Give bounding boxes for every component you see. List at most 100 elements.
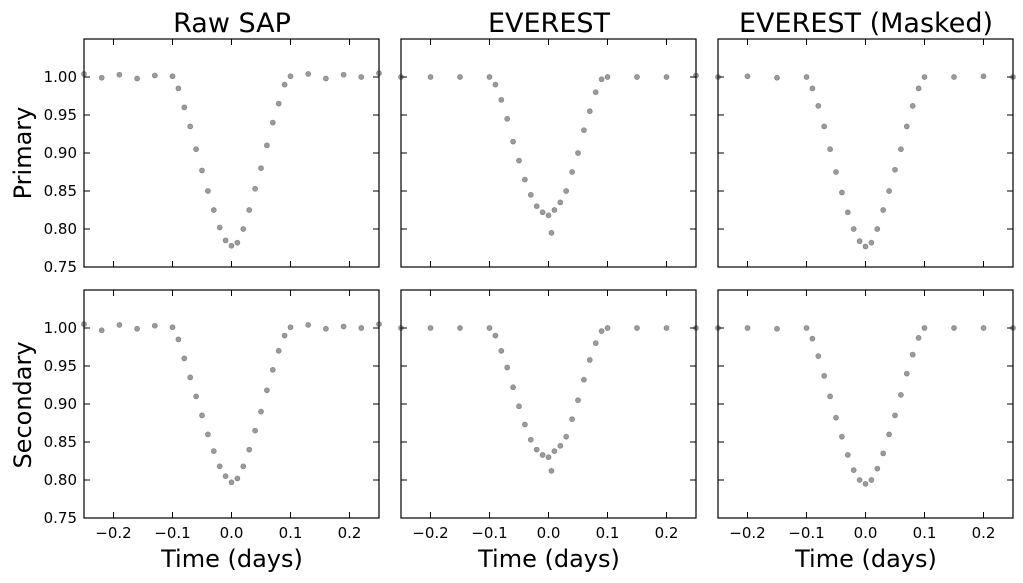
data-point <box>269 119 276 126</box>
data-point <box>340 323 347 330</box>
data-point <box>275 100 282 107</box>
x-tick-label: −0.1 <box>471 524 507 542</box>
data-point <box>744 325 751 331</box>
data-point <box>586 108 593 115</box>
data-point <box>457 325 463 331</box>
data-point <box>862 480 869 487</box>
data-point <box>744 73 751 80</box>
data-point <box>909 351 916 358</box>
data-point <box>598 76 605 83</box>
data-point <box>903 123 910 130</box>
data-point <box>827 146 833 153</box>
data-point <box>175 336 182 343</box>
x-tick-label: 0.0 <box>854 524 878 542</box>
data-point <box>376 70 382 77</box>
data-point <box>634 74 640 80</box>
data-point <box>204 188 211 194</box>
y-tick-label: 0.95 <box>44 106 77 124</box>
data-point <box>868 477 875 483</box>
data-point <box>839 189 845 196</box>
data-point <box>116 322 123 328</box>
y-tick-label: 0.90 <box>44 395 77 413</box>
y-tick-label: 0.95 <box>44 357 77 375</box>
data-point <box>844 209 851 216</box>
data-point <box>548 229 555 236</box>
data-point <box>134 75 140 82</box>
data-point <box>715 325 721 331</box>
row-label-secondary: Secondary <box>9 341 37 468</box>
data-point <box>234 475 241 482</box>
data-point <box>892 412 898 419</box>
data-point <box>980 73 987 80</box>
data-point <box>510 138 516 145</box>
panel-secondary-everest-masked: −0.2 −0.1 0.0 0.1 0.2 <box>715 289 1016 542</box>
data-point <box>246 207 253 213</box>
data-point <box>151 322 158 329</box>
data-point <box>827 393 833 400</box>
data-point <box>492 332 499 339</box>
data-point <box>821 372 828 379</box>
data-point <box>915 85 922 92</box>
data-point <box>774 74 780 81</box>
data-point <box>815 353 822 360</box>
plot-frame <box>400 289 697 519</box>
data-point <box>833 414 839 421</box>
y-tick-label: 0.85 <box>44 433 77 451</box>
data-point <box>305 71 312 77</box>
data-point <box>340 71 347 78</box>
data-point <box>457 74 463 80</box>
x-tick-label: 0.1 <box>913 524 937 542</box>
data-point <box>809 335 816 342</box>
data-point <box>809 85 816 92</box>
data-point <box>527 436 534 443</box>
data-point <box>492 81 499 88</box>
data-point <box>134 325 140 332</box>
data-point <box>240 226 247 232</box>
x-tick-label: 0.1 <box>279 524 303 542</box>
data-point <box>216 224 223 231</box>
data-point <box>886 431 892 438</box>
plot-frame <box>83 38 380 268</box>
data-point <box>258 408 264 415</box>
panel-primary-everest-masked <box>715 38 1016 268</box>
x-tick-label: −0.1 <box>788 524 824 542</box>
data-point <box>803 74 810 80</box>
row-label-primary: Primary <box>9 107 37 200</box>
data-point <box>181 355 188 362</box>
x-tick-label: −0.2 <box>729 524 765 542</box>
data-point <box>921 325 928 331</box>
data-point <box>504 364 511 371</box>
data-point <box>569 416 575 423</box>
data-point <box>427 325 434 331</box>
data-point <box>81 321 87 328</box>
data-point <box>909 102 916 109</box>
y-tick-label: 0.75 <box>44 258 77 276</box>
data-point <box>427 74 434 80</box>
data-point <box>693 325 699 331</box>
data-point <box>915 334 922 341</box>
data-point <box>258 165 264 172</box>
data-point <box>398 74 404 80</box>
data-point <box>210 448 217 455</box>
plot-frame <box>400 38 697 268</box>
data-point <box>252 427 258 434</box>
x-tick-label: 0.2 <box>338 524 362 542</box>
y-tick-label: 1.00 <box>44 319 77 337</box>
x-tick-label: 0.0 <box>537 524 561 542</box>
data-point <box>663 325 670 331</box>
data-point <box>533 446 540 453</box>
data-point <box>516 157 522 164</box>
data-point <box>287 73 294 80</box>
data-point <box>898 146 904 153</box>
data-point <box>216 463 223 470</box>
data-point <box>545 454 552 461</box>
data-point <box>281 332 288 339</box>
data-point <box>557 442 564 449</box>
data-point <box>228 479 235 486</box>
data-point <box>903 370 910 377</box>
data-point <box>199 167 205 174</box>
data-point <box>850 226 857 232</box>
data-point <box>287 324 294 331</box>
data-point <box>868 239 875 246</box>
data-point <box>281 81 288 88</box>
